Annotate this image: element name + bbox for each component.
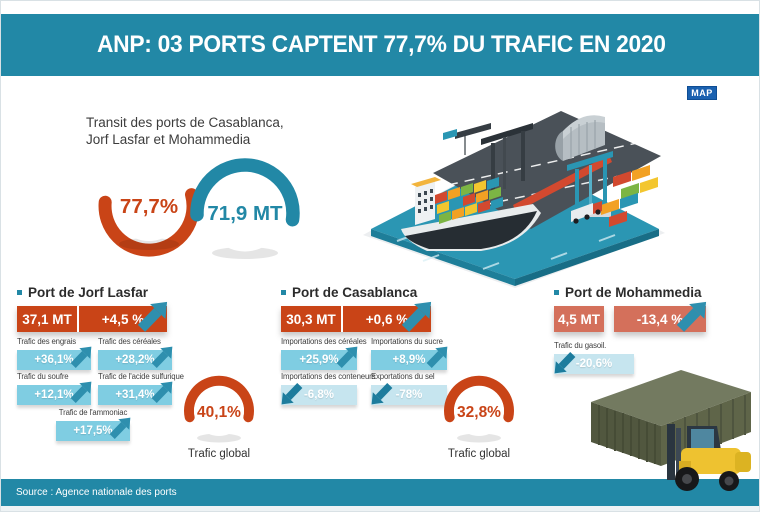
- change-value: -13,4 %: [614, 306, 706, 332]
- tonnage-gauge-value: 71,9 MT: [207, 202, 283, 225]
- tonnage-gauge: 71,9 MT: [190, 158, 300, 259]
- stat-label: Trafic de l'ammoniac: [58, 408, 128, 417]
- stat-label: Trafic des engrais: [17, 337, 76, 346]
- gauge-value: 32,8%: [457, 404, 501, 421]
- intro-line-2: Jorf Lasfar et Mohammedia: [86, 132, 251, 147]
- ship-superstructure: [411, 177, 441, 225]
- page-title: ANP: 03 PORTS CAPTENT 77,7% DU TRAFIC EN…: [96, 31, 666, 58]
- port-truck: [571, 201, 602, 224]
- up-arrow-icon: [426, 346, 448, 368]
- gap: [604, 306, 614, 332]
- down-arrow-icon: [371, 383, 393, 405]
- jorf-global-gauge: 40,1%: [184, 375, 254, 443]
- casa-tonnage-bar: 30,3 MT +0,6 %: [281, 301, 432, 332]
- bullet-icon: [17, 289, 22, 295]
- stat-value: +28,2%: [115, 354, 155, 366]
- divider: [341, 306, 343, 332]
- stat-label: Importations des conteneurs: [281, 372, 376, 381]
- stat-value: +12,1%: [34, 389, 74, 401]
- title-banner: ANP: 03 PORTS CAPTENT 77,7% DU TRAFIC EN…: [1, 14, 759, 76]
- section-jorf-lasfar: Port de Jorf Lasfar: [17, 284, 149, 300]
- section-title: Port de Jorf Lasfar: [28, 284, 149, 300]
- footer-bar: Source : Agence nationale des ports: [1, 479, 759, 506]
- overview-gauges: 77,7% 71,9 MT: [98, 158, 300, 259]
- intro-text: Transit des ports de Casablanca, Jorf La…: [86, 114, 284, 148]
- stat-label: Trafic des céréales: [98, 337, 161, 346]
- share-gauge-value: 77,7%: [120, 195, 178, 218]
- forklift: [667, 424, 751, 491]
- dark-crane-icon: [443, 123, 533, 193]
- forklift-illustration: [591, 370, 751, 491]
- section-title: Port de Mohammedia: [565, 284, 702, 300]
- change-value: +0,6 %: [343, 306, 431, 332]
- port-illustration: [363, 111, 665, 288]
- stat-value: +17,5%: [73, 425, 113, 437]
- stat-import-conteneurs: Importations des conteneurs -6,8%: [281, 372, 376, 405]
- stat-soufre: Trafic du soufre +12,1%: [17, 372, 92, 405]
- up-arrow-icon: [151, 346, 173, 368]
- stat-value: -78%: [395, 389, 423, 401]
- stat-value: +8,9%: [392, 354, 426, 366]
- map-logo-label: MAP: [691, 88, 713, 98]
- up-arrow-icon: [336, 346, 358, 368]
- gauge-label: Trafic global: [187, 448, 251, 460]
- tonnage-value: 30,3 MT: [281, 306, 341, 332]
- tonnage-value: 4,5 MT: [554, 306, 604, 332]
- up-arrow-icon: [70, 381, 92, 403]
- down-arrow-icon: [281, 383, 303, 405]
- stat-value: +31,4%: [115, 389, 155, 401]
- stat-import-sucre: Importations du sucre +8,9%: [371, 337, 448, 370]
- bullet-icon: [554, 289, 559, 295]
- gauge-value: 40,1%: [197, 404, 241, 421]
- map-logo[interactable]: MAP: [687, 86, 717, 100]
- stat-value: -6,8%: [303, 389, 335, 401]
- source-note: Source : Agence nationale des ports: [16, 487, 177, 498]
- stat-label: Exportations du sel: [371, 372, 435, 381]
- jorf-tonnage-bar: 37,1 MT +4,5 %: [17, 301, 168, 332]
- bullet-icon: [281, 289, 286, 295]
- up-arrow-icon: [70, 346, 92, 368]
- moha-tonnage-bar: 4,5 MT -13,4 %: [554, 301, 707, 332]
- up-arrow-icon: [109, 417, 131, 439]
- gauge-label: Trafic global: [447, 448, 511, 460]
- change-value: +4,5 %: [79, 306, 167, 332]
- container-stacks: [601, 165, 658, 227]
- divider: [77, 306, 79, 332]
- cargo-ship: [401, 177, 541, 251]
- down-arrow-icon: [554, 352, 576, 374]
- stat-value: +36,1%: [34, 354, 74, 366]
- section-casablanca: Port de Casablanca: [281, 284, 418, 300]
- section-mohammedia: Port de Mohammedia: [554, 284, 702, 300]
- bottom-strip: [1, 506, 759, 511]
- stat-cereales: Trafic des céréales +28,2%: [98, 337, 173, 370]
- casa-global-gauge: 32,8%: [444, 375, 514, 443]
- tonnage-value: 37,1 MT: [17, 306, 77, 332]
- stat-value: -20,6%: [575, 358, 613, 370]
- deck-containers: [435, 177, 503, 224]
- stat-label: Importations des céréales: [281, 337, 367, 346]
- warehouse: [555, 115, 605, 161]
- section-title: Port de Casablanca: [292, 284, 418, 300]
- intro-line-1: Transit des ports de Casablanca,: [86, 115, 284, 130]
- stat-acide-sulfurique: Trafic de l'acide sulfurique +31,4%: [98, 372, 184, 405]
- stat-engrais: Trafic des engrais +36,1%: [17, 337, 92, 370]
- stat-label: Importations du sucre: [371, 337, 443, 346]
- teal-crane-icon: [513, 151, 613, 217]
- share-gauge: 77,7%: [98, 171, 200, 257]
- stat-label: Trafic du gasoil.: [554, 341, 607, 350]
- stat-label: Trafic du soufre: [17, 372, 69, 381]
- stat-label: Trafic de l'acide sulfurique: [98, 372, 184, 381]
- stat-ammoniac: Trafic de l'ammoniac +17,5%: [56, 408, 131, 441]
- stat-value: +25,9%: [299, 354, 339, 366]
- stat-import-cereales: Importations des céréales +25,9%: [281, 337, 367, 370]
